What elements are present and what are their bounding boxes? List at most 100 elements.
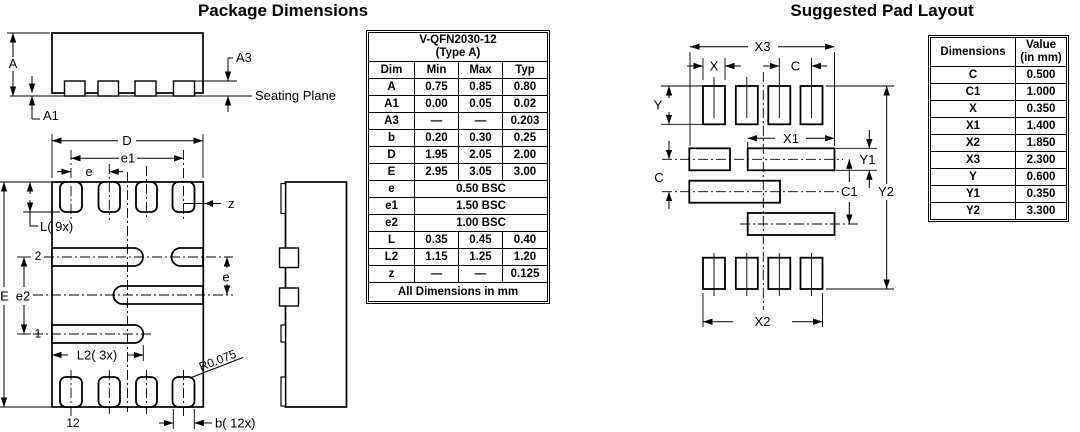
cell-value: 0.500 (1015, 66, 1067, 84)
cell-dim: b (368, 129, 415, 147)
cell-min: 1.15 (414, 248, 459, 266)
cell-span-value: 1.50 BSC (414, 197, 548, 215)
label-b-12x: b( 12x) (215, 416, 255, 431)
table-title-row: V-QFN2030-12 (Type A) (368, 32, 548, 62)
table-row: Y 0.600 (930, 168, 1067, 186)
front-view: A A1 A3 Seating Plane (7, 32, 336, 123)
dimension-z (183, 200, 221, 207)
cell-max: 0.30 (458, 129, 503, 147)
cell-max: 3.05 (458, 163, 503, 181)
cell-dim: A3 (368, 112, 415, 130)
cell-dim: L2 (368, 248, 415, 266)
cell-value: 0.600 (1015, 168, 1067, 186)
cell-typ: 3.00 (502, 163, 548, 181)
pad-layout-table: Dimensions Value (in mm) C 0.500 C1 1.00… (928, 35, 1069, 222)
dimension-a3 (194, 57, 237, 112)
table-row: Y2 3.300 (930, 202, 1067, 220)
table-row: D 1.95 2.05 2.00 (368, 146, 548, 164)
table-row: E 2.95 3.05 3.00 (368, 163, 548, 181)
cell-max: — (458, 112, 503, 130)
cell-dimension: Y2 (930, 202, 1016, 220)
dimension-x2 (702, 293, 823, 327)
cell-dimension: X (930, 100, 1016, 118)
cell-dimension: C1 (930, 83, 1016, 101)
cell-dim: L (368, 231, 415, 249)
cell-typ: 0.25 (502, 129, 548, 147)
label-a3: A3 (236, 50, 252, 65)
table-row: A1 0.00 0.05 0.02 (368, 95, 548, 113)
cell-max: 1.25 (458, 248, 503, 266)
value-header-line1: Value (1025, 39, 1057, 51)
pad-layout-view: X3 X C Y X1 Y1 C C1 Y2 X2 (654, 39, 897, 329)
radius-leader (189, 357, 244, 379)
cell-value: 1.400 (1015, 117, 1067, 135)
col-header-dim: Dim (368, 61, 415, 79)
cell-value: 0.350 (1015, 100, 1067, 118)
pad-inner-centerlines (713, 58, 812, 296)
table-row: L2 1.15 1.25 1.20 (368, 248, 548, 266)
label-a1: A1 (43, 108, 59, 123)
col-header-max: Max (458, 61, 503, 79)
label-x1: X1 (783, 131, 799, 146)
cell-max: 0.05 (458, 95, 503, 113)
cell-dim: e (368, 180, 415, 198)
cell-value: 3.300 (1015, 202, 1067, 220)
label-e-top: e (85, 164, 92, 179)
label-y1: Y1 (860, 152, 876, 167)
pad-pin-1 (51, 324, 145, 344)
label-c-top: C (791, 59, 800, 74)
cell-min: 0.75 (414, 78, 459, 96)
label-c-left: C (654, 170, 663, 185)
cell-dimension: X1 (930, 117, 1016, 135)
label-l2-3x: L2( 3x) (77, 348, 117, 363)
dimension-y (661, 85, 703, 125)
label-x2: X2 (755, 314, 771, 329)
table-footer: All Dimensions in mm (368, 282, 548, 302)
bottom-view-pads (51, 181, 204, 408)
table-title-cell: V-QFN2030-12 (Type A) (368, 32, 548, 62)
table-footer-row: All Dimensions in mm (368, 282, 548, 302)
label-a: A (9, 56, 18, 71)
cell-typ: 0.02 (502, 95, 548, 113)
table-row: C 0.500 (930, 66, 1067, 84)
side-view (278, 181, 348, 408)
label-d: D (122, 133, 131, 148)
cell-dimension: Y1 (930, 185, 1016, 203)
pad-row2-right (170, 247, 204, 267)
table-header-row: Dimensions Value (in mm) (930, 37, 1067, 67)
cell-dimension: X3 (930, 151, 1016, 169)
label-c1: C1 (841, 184, 858, 199)
cell-typ: 0.40 (502, 231, 548, 249)
table-row: e2 1.00 BSC (368, 214, 548, 232)
table-row: C1 1.000 (930, 83, 1067, 101)
cell-value: 1.000 (1015, 83, 1067, 101)
cell-max: — (458, 265, 503, 283)
dimension-e-big (0, 181, 52, 408)
cell-min: 0.20 (414, 129, 459, 147)
dimension-x (687, 58, 741, 80)
cell-typ: 0.80 (502, 78, 548, 96)
table-row: X2 1.850 (930, 134, 1067, 152)
dimension-a (7, 32, 50, 96)
table-row: b 0.20 0.30 0.25 (368, 129, 548, 147)
cell-value: 0.350 (1015, 185, 1067, 203)
table-row: A 0.75 0.85 0.80 (368, 78, 548, 96)
package-dimensions-title: Package Dimensions (197, 1, 369, 20)
pad-row3 (112, 285, 204, 305)
label-e2: e2 (16, 289, 30, 304)
bottom-view: D e1 e L( 9x) z E e2 2 1 e L2( 3x) R0.07… (0, 133, 255, 431)
label-z: z (228, 196, 235, 211)
cell-dim: z (368, 265, 415, 283)
cell-dim: e1 (368, 197, 415, 215)
col-header-min: Min (414, 61, 459, 79)
label-x: X (710, 59, 719, 74)
table-row: e 0.50 BSC (368, 180, 548, 198)
label-pin12: 12 (66, 416, 80, 430)
pad-layout-pads (688, 85, 836, 290)
dimension-x3 (689, 43, 835, 146)
label-pin2: 2 (35, 249, 42, 263)
cell-min: 0.35 (414, 231, 459, 249)
cell-min: 1.95 (414, 146, 459, 164)
table-row: e1 1.50 BSC (368, 197, 548, 215)
